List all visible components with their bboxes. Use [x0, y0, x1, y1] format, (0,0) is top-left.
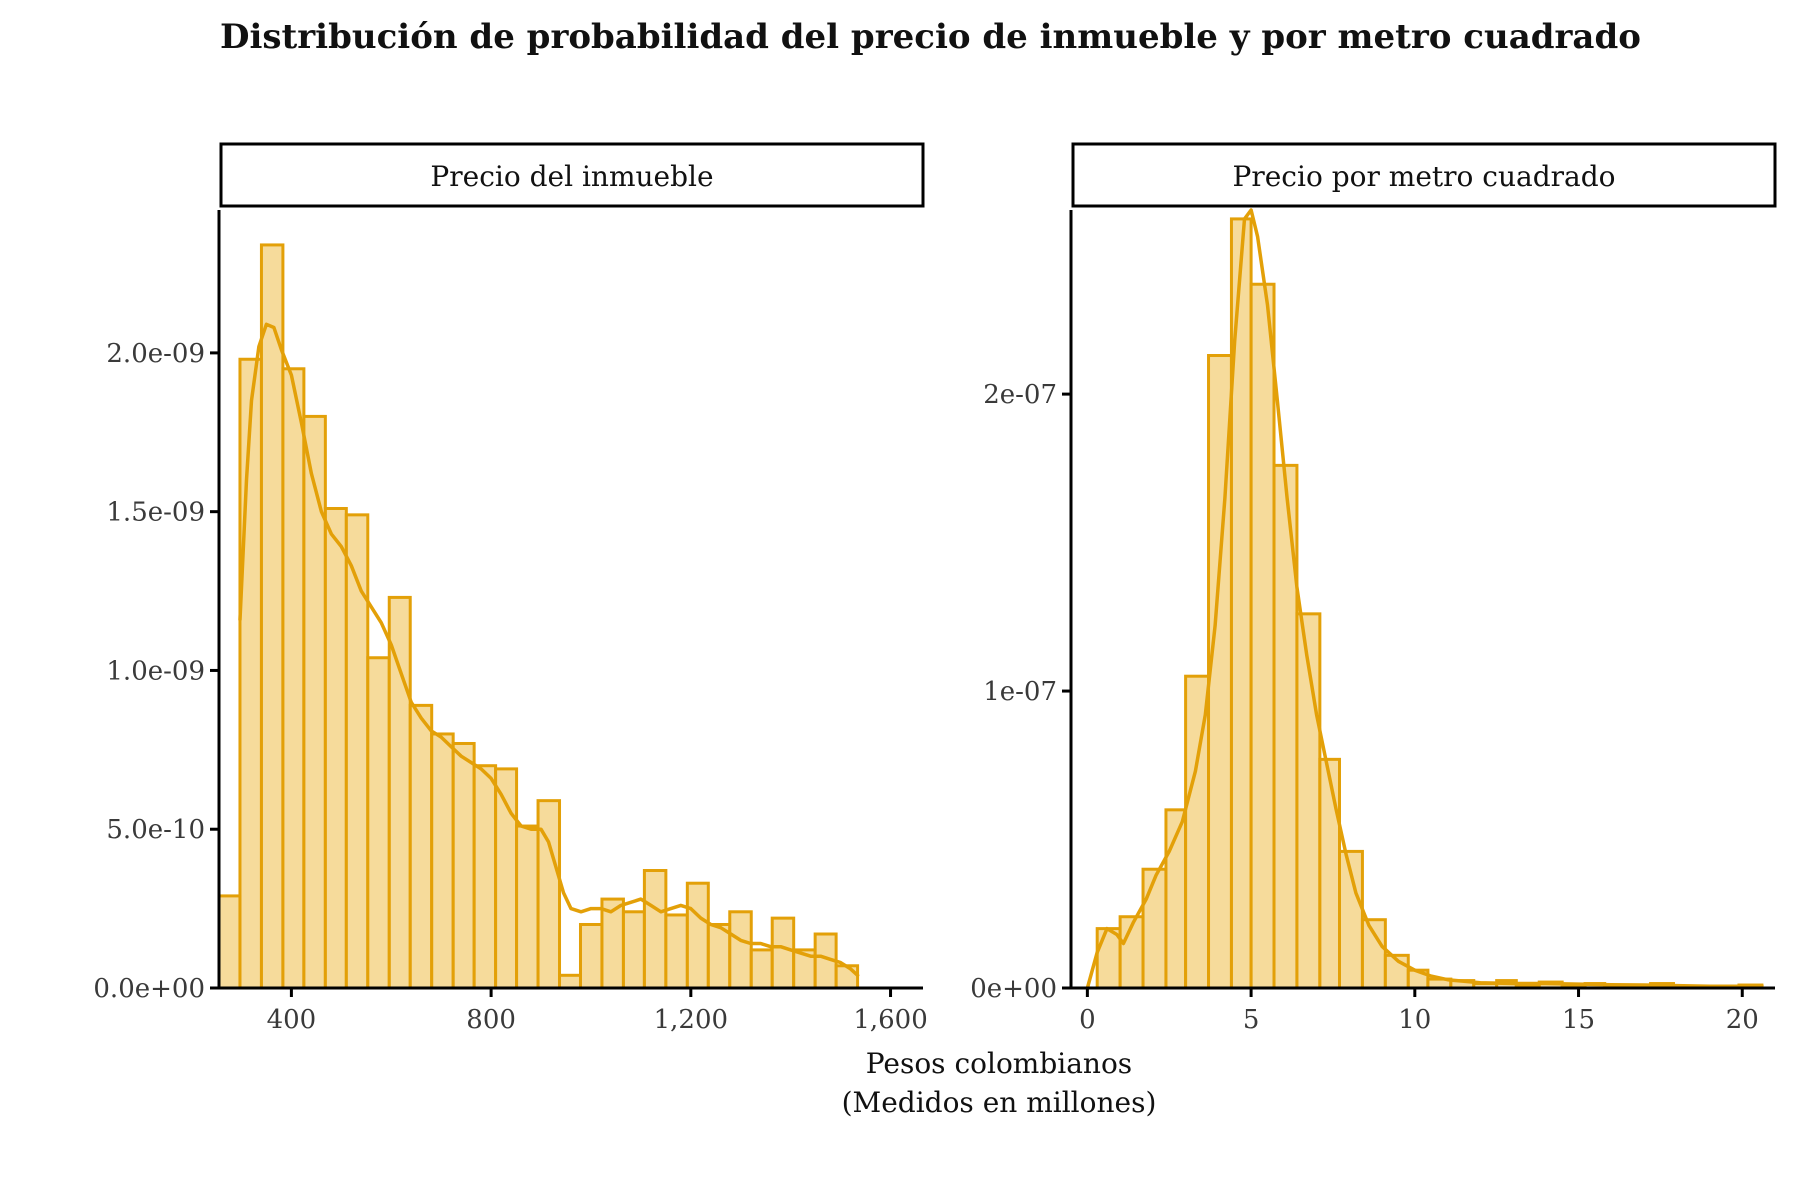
histogram-bar [344, 513, 370, 990]
histogram-bar [728, 910, 753, 990]
histogram-bar [1141, 867, 1168, 990]
histogram-bar [770, 916, 796, 990]
histogram-bar [642, 869, 668, 990]
chart-title: Distribución de probabilidad del precio … [220, 17, 1641, 57]
density-curve [1085, 208, 1764, 990]
histogram-bar [1249, 282, 1276, 990]
strip-label-price: Precio del inmueble [430, 160, 713, 193]
x-axis-title-line2: (Medidos en millones) [842, 1086, 1157, 1119]
x-tick-label: 400 [267, 1005, 317, 1035]
histogram-bar [302, 414, 327, 990]
histogram-bar [834, 964, 860, 990]
x-tick-label: 800 [466, 1005, 516, 1035]
histogram-bar [1318, 757, 1342, 990]
histogram-bar [217, 894, 242, 990]
histogram-bar [664, 913, 689, 990]
x-tick-label: 5 [1243, 1005, 1260, 1035]
histogram-bar [451, 741, 476, 990]
x-tick-label: 1,600 [853, 1005, 927, 1035]
x-tick-label: 15 [1562, 1005, 1595, 1035]
histogram-bar [749, 948, 774, 990]
histogram-bar [430, 732, 455, 990]
histogram-bar [1360, 918, 1387, 990]
histogram-bar [706, 922, 732, 990]
histogram-bar [685, 881, 710, 990]
y-tick-label: 2.0e-09 [106, 339, 205, 369]
y-tick-label: 0.0e+00 [93, 974, 205, 1004]
panel-price-per-m2: Precio por metro cuadrado 0e+00 1e-07 2e-0… [970, 142, 1777, 1035]
histogram-bar [515, 824, 540, 990]
plot-area-price-per-m2: 0e+00 1e-07 2e-07 0 5 10 15 20 [970, 208, 1775, 1035]
histogram-bar [259, 243, 285, 990]
histogram-bar [578, 922, 604, 990]
density-curve [238, 322, 860, 978]
histogram-bar [472, 764, 498, 990]
y-tick-label: 1.5e-09 [106, 498, 205, 528]
strip-box-price-per-m2 [1071, 142, 1777, 208]
histogram-bar [387, 595, 412, 990]
strip-label-price-per-m2: Precio por metro cuadrado [1233, 160, 1616, 193]
histogram-bar [1095, 927, 1122, 990]
x-tick-label: 1,200 [654, 1005, 728, 1035]
x-tick-label: 20 [1726, 1005, 1759, 1035]
histogram-bar [408, 703, 434, 990]
y-tick-label: 1e-07 [983, 677, 1057, 707]
histogram-bar [366, 656, 391, 990]
histogram-bar [558, 973, 582, 990]
histogram-bar [238, 357, 263, 990]
histogram-bar [621, 910, 646, 990]
panel-price: Precio del inmueble 0.0e+00 5.0e-10 1.0e-0… [93, 142, 928, 1035]
y-tick-label: 1.0e-09 [106, 656, 205, 686]
y-tick-label: 5.0e-10 [106, 815, 205, 845]
y-tick-label: 0e+00 [970, 974, 1057, 1004]
histogram-bar [281, 367, 306, 990]
y-tick-label: 2e-07 [983, 380, 1057, 410]
x-axis-title-line1: Pesos colombianos [866, 1047, 1132, 1080]
x-tick-label: 10 [1398, 1005, 1431, 1035]
strip-box-price [219, 142, 925, 208]
histogram-bar [323, 506, 348, 990]
plot-area-price: 0.0e+00 5.0e-10 1.0e-09 1.5e-09 2.0e-09 400 80… [93, 210, 928, 1035]
x-tick-label: 0 [1079, 1005, 1096, 1035]
